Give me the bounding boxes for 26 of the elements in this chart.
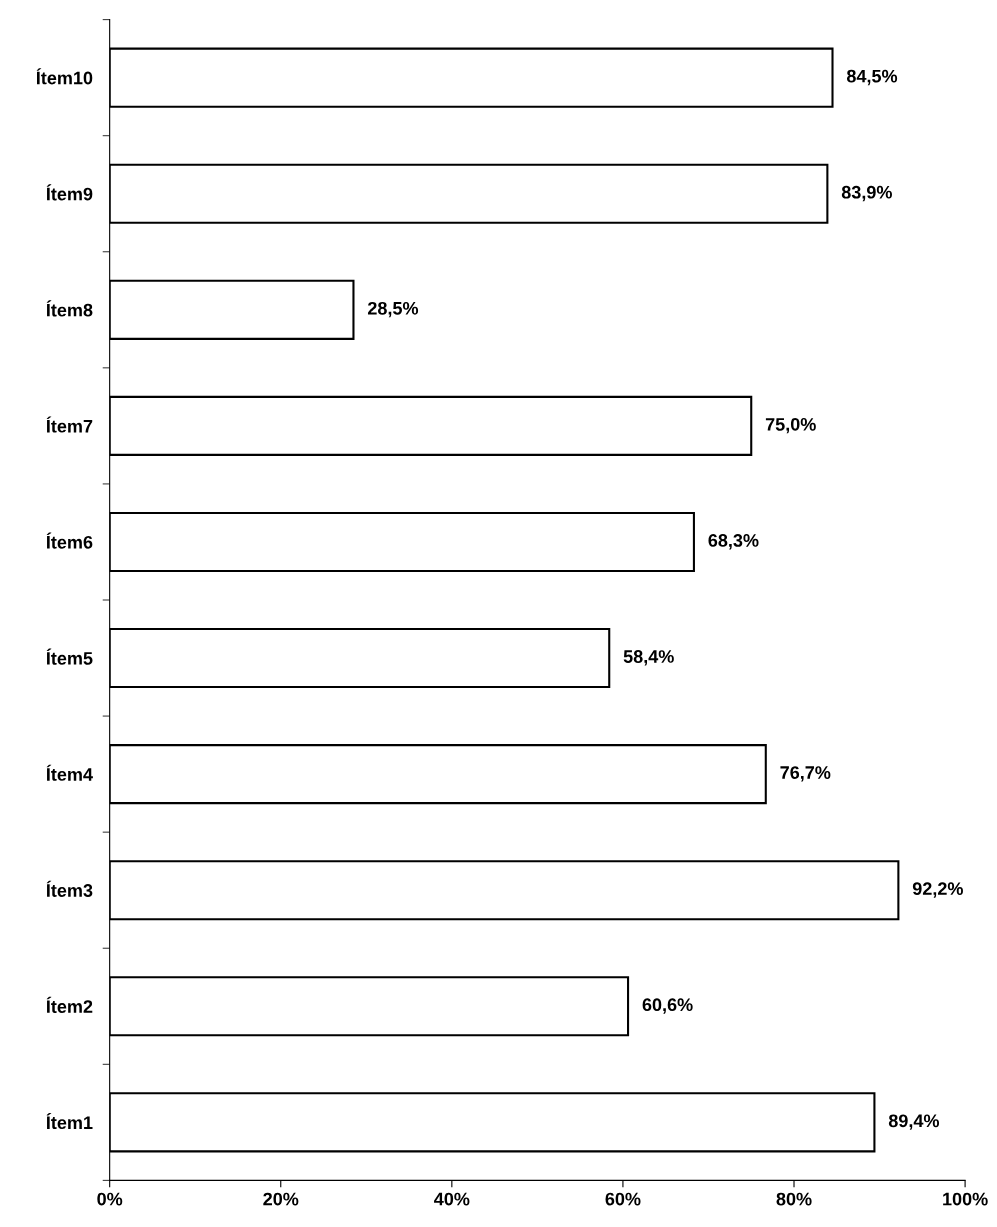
data-label: 75,0% xyxy=(765,417,816,434)
y-tick-label: Ítem9 xyxy=(46,184,93,201)
data-label: 58,4% xyxy=(623,650,674,666)
y-tick-label: Ítem2 xyxy=(46,996,93,1013)
data-label: 60,6% xyxy=(642,998,693,1014)
data-label: 89,4% xyxy=(888,1114,940,1130)
x-tick-label: 0% xyxy=(97,1192,123,1206)
y-tick-label: Ítem7 xyxy=(46,416,93,433)
y-tick-label: Ítem8 xyxy=(46,300,93,317)
x-tick-label: 80% xyxy=(776,1192,812,1206)
data-label: 28,5% xyxy=(367,301,419,318)
y-tick-label: Ítem10 xyxy=(36,68,93,85)
data-label: 92,2% xyxy=(912,882,963,898)
y-tick-label: Ítem4 xyxy=(46,764,93,781)
x-tick-label: 60% xyxy=(605,1192,641,1206)
x-tick-label: 100% xyxy=(943,1192,988,1206)
x-tick-label: 20% xyxy=(263,1192,299,1206)
data-label: 84,5% xyxy=(846,69,898,86)
y-tick-label: Ítem6 xyxy=(46,532,93,549)
x-tick-label: 40% xyxy=(434,1192,470,1206)
y-tick-label: Ítem5 xyxy=(46,648,93,665)
data-label: 83,9% xyxy=(841,185,892,202)
y-tick-label: Ítem3 xyxy=(46,880,93,897)
y-tick-label: Ítem1 xyxy=(46,1112,93,1130)
data-label: 76,7% xyxy=(780,766,831,782)
data-label: 68,3% xyxy=(708,534,759,550)
